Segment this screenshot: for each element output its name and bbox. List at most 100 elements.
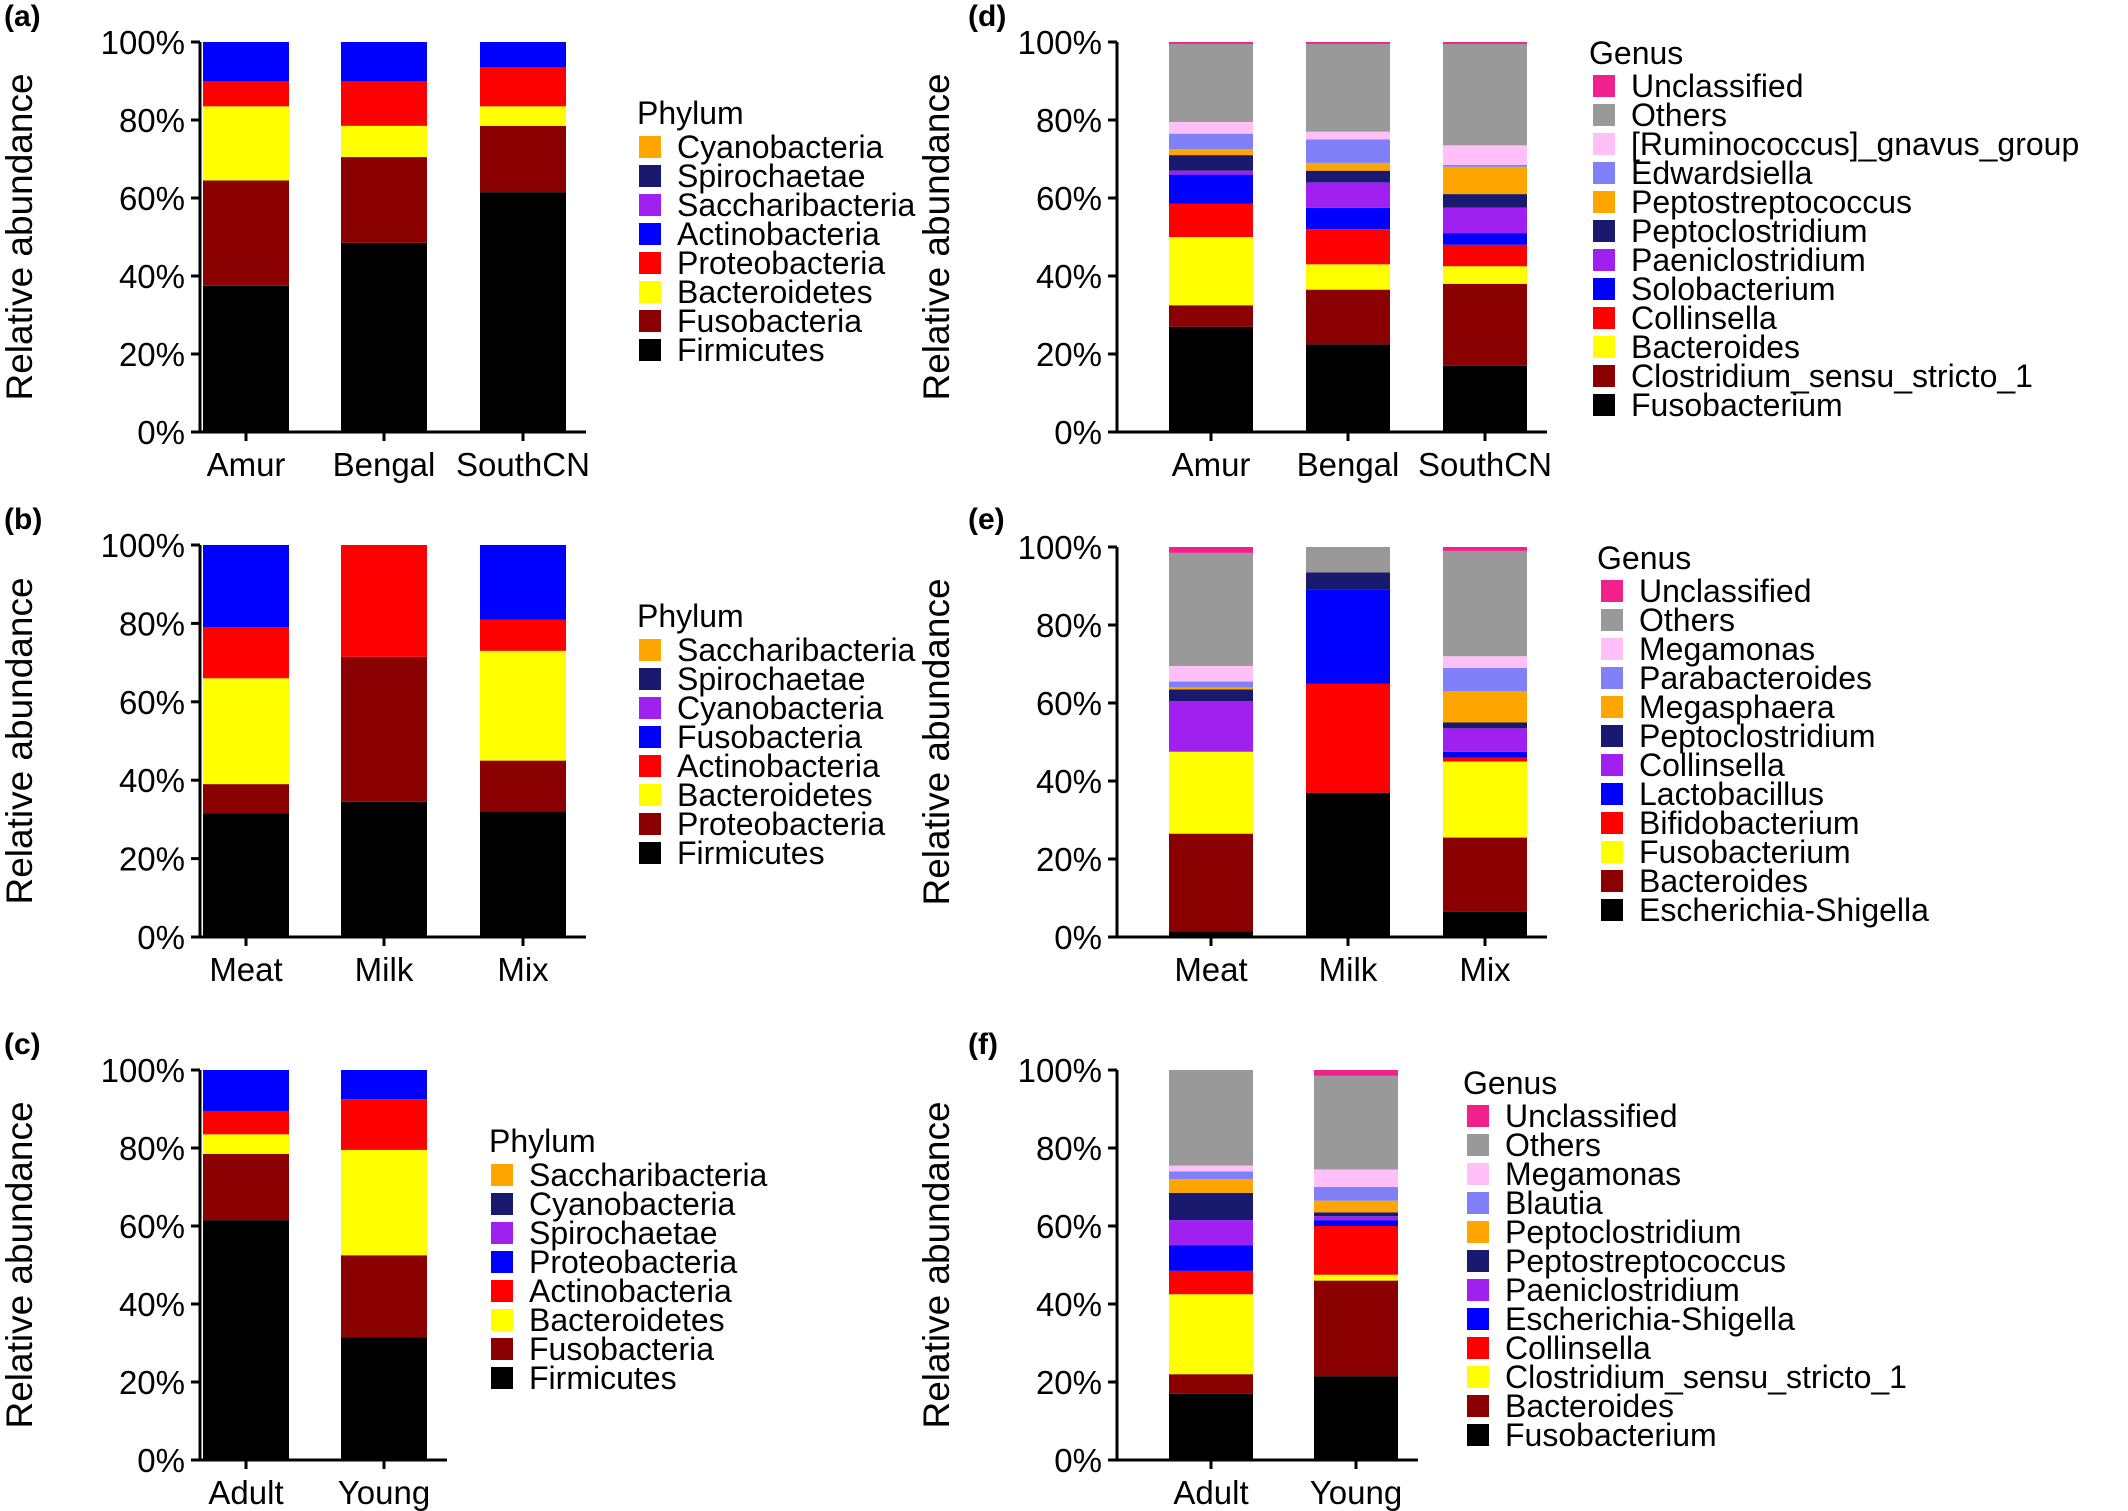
y-tick-label: 60% bbox=[119, 684, 185, 721]
legend-label: Peptostreptococcus bbox=[1505, 1243, 1786, 1279]
legend-swatch bbox=[639, 784, 661, 806]
bar-segment bbox=[1306, 589, 1390, 684]
bar-segment bbox=[1314, 1226, 1398, 1275]
bar-segment bbox=[1306, 344, 1390, 432]
panel-letter: (d) bbox=[968, 0, 1006, 33]
bar-segment bbox=[480, 67, 566, 107]
y-tick-label: 80% bbox=[119, 1130, 185, 1167]
y-tick-label: 100% bbox=[1018, 1052, 1102, 1089]
bar-segment bbox=[1169, 1270, 1253, 1295]
bar-segment bbox=[1169, 1179, 1253, 1193]
legend-swatch bbox=[1601, 696, 1623, 718]
bar-segment bbox=[341, 242, 427, 432]
legend-label: [Ruminococcus]_gnavus_group bbox=[1631, 126, 2079, 162]
legend-title: Phylum bbox=[489, 1123, 596, 1159]
bar-segment bbox=[1314, 1200, 1398, 1213]
legend-swatch bbox=[1601, 638, 1623, 660]
bar-segment bbox=[1169, 1393, 1253, 1460]
y-tick-label: 100% bbox=[101, 24, 185, 61]
bar-segment bbox=[341, 801, 427, 937]
bar-segment bbox=[1169, 833, 1253, 932]
legend-swatch bbox=[1593, 75, 1615, 97]
legend-swatch bbox=[639, 755, 661, 777]
bar-segment bbox=[1169, 203, 1253, 237]
x-tick-label: Mix bbox=[497, 951, 549, 988]
bar-segment bbox=[341, 1070, 427, 1100]
bar-segment bbox=[480, 192, 566, 432]
legend-label: Others bbox=[1631, 97, 1727, 133]
bar-segment bbox=[1169, 305, 1253, 327]
y-tick-label: 60% bbox=[119, 1208, 185, 1245]
legend-label: Others bbox=[1639, 602, 1735, 638]
bar-segment bbox=[1443, 266, 1527, 284]
legend-swatch bbox=[1593, 191, 1615, 213]
bar-segment bbox=[1314, 1169, 1398, 1187]
bar-segment bbox=[1314, 1376, 1398, 1460]
bar-segment bbox=[480, 619, 566, 651]
bar-segment bbox=[203, 545, 289, 628]
legend-label: Spirochaetae bbox=[677, 661, 866, 697]
bar-segment bbox=[1169, 121, 1253, 134]
bar-segment bbox=[1443, 365, 1527, 432]
x-tick-label: Adult bbox=[1173, 1474, 1248, 1511]
legend-label: Escherichia-Shigella bbox=[1505, 1301, 1795, 1337]
legend-label: Fusobacterium bbox=[1505, 1417, 1717, 1453]
bar-segment bbox=[1169, 1374, 1253, 1394]
legend-label: Megamonas bbox=[1639, 631, 1815, 667]
legend-label: Bacteroides bbox=[1631, 329, 1800, 365]
y-tick-label: 80% bbox=[1036, 102, 1102, 139]
bar-segment bbox=[1169, 1165, 1253, 1172]
bar-segment bbox=[203, 627, 289, 679]
chart-panel: (d) Amur Bengal SouthCN 0% 20% 40% 60% 80% 100% Re… bbox=[916, 0, 2079, 483]
y-axis-title: Relative abundance bbox=[0, 73, 40, 400]
bar-segment bbox=[203, 81, 289, 107]
bar-segment bbox=[1169, 1245, 1253, 1271]
legend-label: Clostridium_sensu_stricto_1 bbox=[1505, 1359, 1907, 1395]
legend-swatch bbox=[639, 726, 661, 748]
bar-segment bbox=[1169, 174, 1253, 204]
bar-segment bbox=[203, 1110, 289, 1135]
legend-swatch bbox=[1467, 1105, 1489, 1127]
y-tick-label: 80% bbox=[1036, 1130, 1102, 1167]
bar-segment bbox=[480, 545, 566, 620]
bar-segment bbox=[1169, 170, 1253, 175]
legend-title: Phylum bbox=[637, 598, 744, 634]
legend-swatch bbox=[639, 668, 661, 690]
bar-segment bbox=[1314, 1070, 1398, 1076]
legend-label: Bacteroides bbox=[1505, 1388, 1674, 1424]
legend-label: Firmicutes bbox=[529, 1360, 677, 1396]
legend-label: Proteobacteria bbox=[677, 806, 885, 842]
bar-segment bbox=[203, 1153, 289, 1221]
legend-swatch bbox=[639, 281, 661, 303]
legend-swatch bbox=[639, 165, 661, 187]
legend-label: Actinobacteria bbox=[677, 216, 880, 252]
y-axis-title: Relative abundance bbox=[0, 1101, 40, 1428]
legend-label: Proteobacteria bbox=[677, 245, 885, 281]
legend-label: Unclassified bbox=[1505, 1098, 1678, 1134]
bar-segment bbox=[341, 1099, 427, 1150]
bar-segment bbox=[1443, 145, 1527, 165]
bar-segment bbox=[1306, 139, 1390, 163]
bar-segment bbox=[1443, 164, 1527, 167]
legend-swatch bbox=[1593, 104, 1615, 126]
legend-swatch bbox=[491, 1251, 513, 1273]
bar-segment bbox=[203, 106, 289, 181]
y-tick-label: 20% bbox=[119, 336, 185, 373]
legend-swatch bbox=[491, 1164, 513, 1186]
bar-segment bbox=[203, 285, 289, 432]
y-tick-label: 40% bbox=[119, 1286, 185, 1323]
legend-swatch bbox=[1593, 394, 1615, 416]
bar-segment bbox=[203, 42, 289, 81]
legend-label: Saccharibacteria bbox=[529, 1157, 768, 1193]
bar-segment bbox=[1443, 728, 1527, 752]
bar-segment bbox=[480, 42, 566, 68]
legend-swatch bbox=[639, 339, 661, 361]
bar-segment bbox=[1306, 43, 1390, 132]
legend-swatch bbox=[1601, 725, 1623, 747]
bar-segment bbox=[1443, 43, 1527, 146]
bar-segment bbox=[1443, 656, 1527, 668]
y-tick-label: 20% bbox=[1036, 1364, 1102, 1401]
bar-segment bbox=[1306, 264, 1390, 290]
bar-segment bbox=[1314, 1212, 1398, 1217]
legend-swatch bbox=[1467, 1163, 1489, 1185]
